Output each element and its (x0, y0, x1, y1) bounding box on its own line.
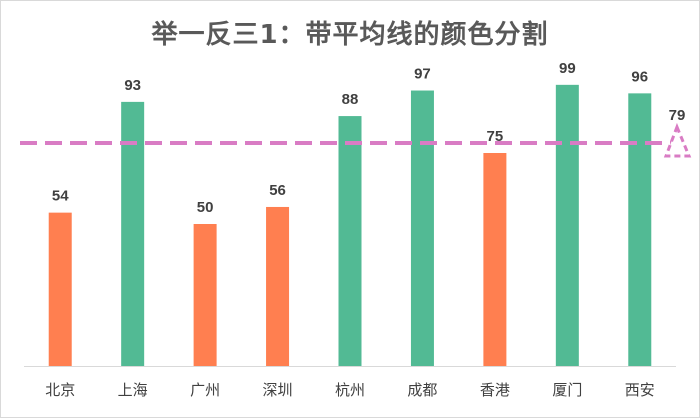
chart-title: 举一反三1：带平均线的颜色分割 (151, 20, 549, 50)
category-label-0: 北京 (45, 381, 75, 399)
value-labels-group: 54 93 50 56 88 97 75 99 96 (52, 60, 648, 216)
value-label-2: 50 (197, 199, 214, 216)
bar-0 (48, 212, 72, 366)
category-label-7: 厦门 (552, 381, 582, 399)
value-label-5: 97 (414, 66, 431, 83)
bar-8 (628, 93, 652, 367)
bar-5 (410, 90, 434, 367)
bar-6 (483, 153, 507, 366)
average-line-label: 79 (669, 107, 686, 124)
value-label-1: 93 (124, 77, 141, 94)
bars-group (48, 84, 652, 367)
category-label-6: 香港 (480, 381, 510, 399)
category-label-2: 广州 (190, 381, 220, 399)
bar-1 (121, 101, 145, 366)
category-label-3: 深圳 (263, 381, 293, 399)
category-label-5: 成都 (407, 381, 437, 399)
category-label-1: 上海 (118, 381, 148, 399)
bar-4 (338, 116, 362, 366)
bar-7 (555, 84, 579, 366)
value-label-6: 75 (487, 128, 504, 145)
category-labels-group: 北京 上海 广州 深圳 杭州 成都 香港 厦门 西安 (45, 381, 655, 399)
average-line-marker (663, 122, 692, 158)
value-label-8: 96 (631, 68, 648, 85)
category-label-8: 西安 (625, 381, 655, 399)
category-label-4: 杭州 (335, 381, 365, 399)
bar-2 (193, 224, 217, 366)
value-label-0: 54 (52, 188, 69, 205)
bar-3 (266, 206, 290, 366)
value-label-7: 99 (559, 60, 576, 77)
value-label-4: 88 (342, 91, 359, 108)
value-label-3: 56 (269, 182, 286, 199)
